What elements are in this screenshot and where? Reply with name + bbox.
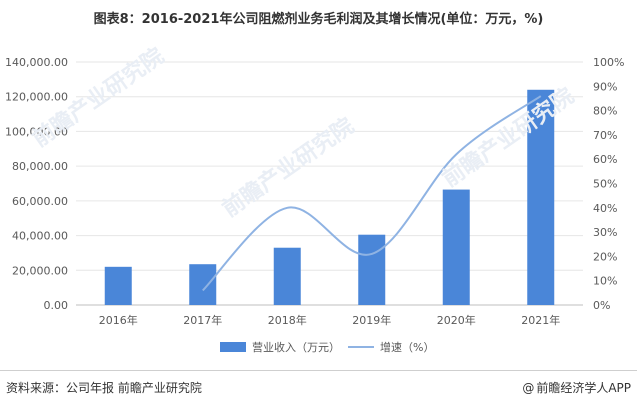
y-right-tick-label: 40% bbox=[593, 202, 617, 215]
at-icon: @ bbox=[522, 381, 535, 395]
bar bbox=[442, 189, 470, 305]
y-right-tick-label: 100% bbox=[593, 56, 624, 69]
y-left-tick-label: 40,000.00 bbox=[12, 230, 68, 243]
legend-bar-swatch bbox=[220, 342, 246, 352]
y-right-tick-label: 10% bbox=[593, 275, 617, 288]
y-left-tick-label: 120,000.00 bbox=[5, 91, 68, 104]
legend-line-label: 增速（%） bbox=[380, 340, 434, 354]
x-tick-label: 2016年 bbox=[99, 313, 138, 327]
y-left-tick-label: 0.00 bbox=[44, 299, 69, 312]
footer-divider bbox=[0, 370, 637, 371]
y-right-tick-label: 70% bbox=[593, 129, 617, 142]
combo-chart: 0.00 20,000.00 40,000.00 60,000.00 80,000.00… bbox=[5, 56, 624, 354]
source-note: 资料来源：公司年报 前瞻产业研究院 bbox=[6, 381, 202, 395]
growth-line bbox=[202, 95, 542, 292]
bar bbox=[189, 264, 217, 305]
y-right-tick-label: 20% bbox=[593, 250, 617, 263]
y-left-tick-label: 60,000.00 bbox=[12, 195, 68, 208]
y-left-tick-label: 20,000.00 bbox=[12, 264, 68, 277]
x-tick-label: 2019年 bbox=[352, 313, 391, 327]
y-right-tick-label: 0% bbox=[593, 299, 610, 312]
y-left-tick-label: 100,000.00 bbox=[5, 125, 68, 138]
x-tick-label: 2017年 bbox=[183, 313, 222, 327]
y-left-tick-label: 140,000.00 bbox=[5, 56, 68, 69]
credit-text: 前瞻经济学人APP bbox=[536, 381, 631, 395]
chart-title: 图表8：2016-2021年公司阻燃剂业务毛利润及其增长情况(单位：万元，%) bbox=[93, 12, 544, 27]
x-tick-label: 2020年 bbox=[437, 313, 476, 327]
legend-bar-label: 营业收入（万元） bbox=[252, 340, 340, 354]
y-right-tick-label: 90% bbox=[593, 80, 617, 93]
y-right-tick-label: 50% bbox=[593, 178, 617, 191]
credit-note: @ 前瞻经济学人APP bbox=[522, 379, 631, 396]
x-tick-label: 2021年 bbox=[521, 313, 560, 327]
bar bbox=[104, 266, 132, 305]
bar bbox=[527, 89, 555, 306]
y-right-tick-label: 60% bbox=[593, 153, 617, 166]
y-left-tick-label: 80,000.00 bbox=[12, 160, 68, 173]
y-right-tick-label: 80% bbox=[593, 105, 617, 118]
bar bbox=[273, 247, 301, 305]
x-tick-label: 2018年 bbox=[268, 313, 307, 327]
bar bbox=[358, 234, 386, 305]
y-right-tick-label: 30% bbox=[593, 226, 617, 239]
